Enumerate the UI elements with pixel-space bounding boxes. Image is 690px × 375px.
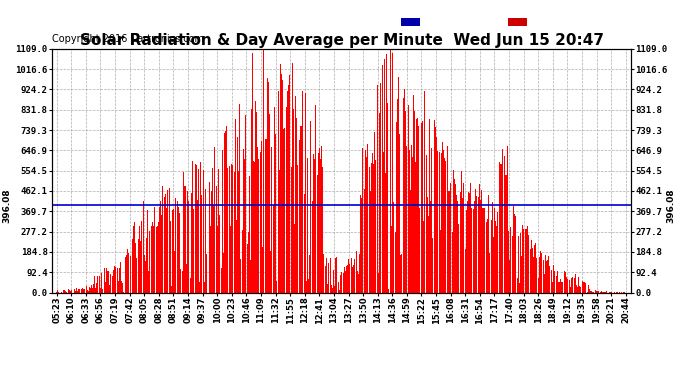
- Text: 396.08: 396.08: [2, 188, 11, 223]
- Title: Solar Radiation & Day Average per Minute  Wed Jun 15 20:47: Solar Radiation & Day Average per Minute…: [79, 33, 604, 48]
- Text: 396.08: 396.08: [666, 188, 675, 223]
- Text: Copyright 2016 Cartronics.com: Copyright 2016 Cartronics.com: [52, 34, 204, 44]
- Legend: Median (w/m2), Radiation (w/m2): Median (w/m2), Radiation (w/m2): [399, 16, 627, 30]
